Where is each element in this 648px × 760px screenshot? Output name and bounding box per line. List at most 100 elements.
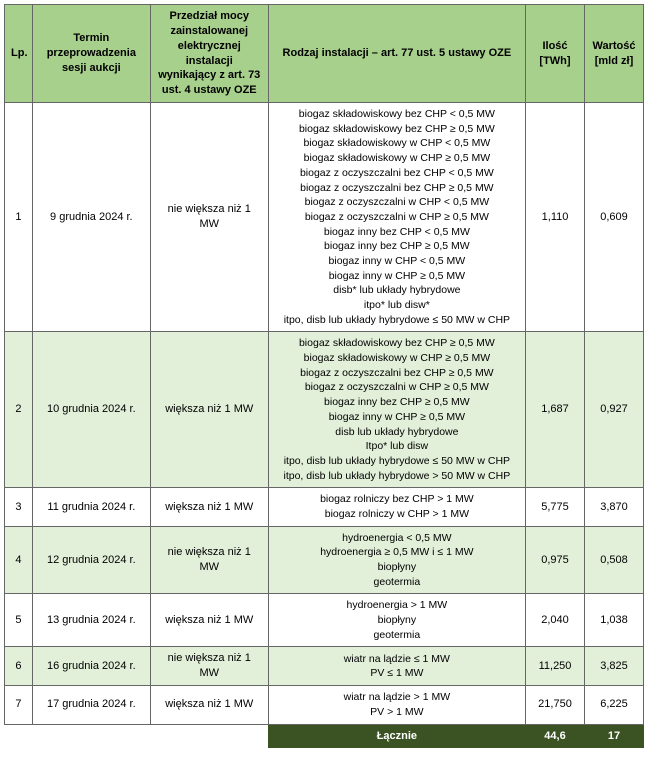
cell-qty: 2,040: [526, 594, 585, 647]
cell-lp: 2: [5, 332, 33, 488]
installation-type-line: geotermia: [275, 575, 519, 590]
installation-type-line: biopłyny: [275, 613, 519, 628]
installation-type-line: hydroenergia < 0,5 MW: [275, 531, 519, 546]
cell-power: większa niż 1 MW: [150, 488, 268, 526]
installation-type-line: biogaz składowiskowy w CHP < 0,5 MW: [275, 136, 519, 151]
cell-qty: 11,250: [526, 647, 585, 686]
cell-type: biogaz składowiskowy bez CHP < 0,5 MWbio…: [268, 103, 525, 332]
cell-power: większa niż 1 MW: [150, 332, 268, 488]
table-row: 311 grudnia 2024 r.większa niż 1 MWbioga…: [5, 488, 644, 526]
cell-date: 10 grudnia 2024 r.: [32, 332, 150, 488]
cell-val: 6,225: [584, 686, 643, 724]
cell-type: hydroenergia < 0,5 MWhydroenergia ≥ 0,5 …: [268, 526, 525, 594]
cell-lp: 4: [5, 526, 33, 594]
installation-type-line: biogaz rolniczy w CHP > 1 MW: [275, 507, 519, 522]
cell-date: 12 grudnia 2024 r.: [32, 526, 150, 594]
footer-label: Łącznie: [268, 724, 525, 748]
footer-val: 17: [584, 724, 643, 748]
cell-qty: 1,687: [526, 332, 585, 488]
installation-type-line: disb* lub układy hybrydowe: [275, 283, 519, 298]
table-row: 412 grudnia 2024 r.nie większa niż 1 MWh…: [5, 526, 644, 594]
installation-type-line: itpo, disb lub układy hybrydowe ≤ 50 MW …: [275, 313, 519, 328]
installation-type-line: itpo, disb lub układy hybrydowe > 50 MW …: [275, 469, 519, 484]
cell-val: 3,870: [584, 488, 643, 526]
installation-type-line: biogaz z oczyszczalni bez CHP ≥ 0,5 MW: [275, 181, 519, 196]
cell-type: biogaz składowiskowy bez CHP ≥ 0,5 MWbio…: [268, 332, 525, 488]
cell-val: 0,609: [584, 103, 643, 332]
cell-date: 11 grudnia 2024 r.: [32, 488, 150, 526]
installation-type-line: biogaz składowiskowy bez CHP ≥ 0,5 MW: [275, 122, 519, 137]
cell-val: 1,038: [584, 594, 643, 647]
cell-power: większa niż 1 MW: [150, 594, 268, 647]
cell-qty: 1,110: [526, 103, 585, 332]
cell-lp: 5: [5, 594, 33, 647]
installation-type-line: PV ≤ 1 MW: [275, 666, 519, 681]
installation-type-line: biogaz z oczyszczalni bez CHP < 0,5 MW: [275, 166, 519, 181]
installation-type-line: itpo, disb lub układy hybrydowe ≤ 50 MW …: [275, 454, 519, 469]
installation-type-line: biogaz rolniczy bez CHP > 1 MW: [275, 492, 519, 507]
cell-power: nie większa niż 1 MW: [150, 103, 268, 332]
cell-power: nie większa niż 1 MW: [150, 647, 268, 686]
cell-power: nie większa niż 1 MW: [150, 526, 268, 594]
table-body: 19 grudnia 2024 r.nie większa niż 1 MWbi…: [5, 103, 644, 724]
installation-type-line: biopłyny: [275, 560, 519, 575]
installation-type-line: biogaz składowiskowy w CHP ≥ 0,5 MW: [275, 151, 519, 166]
installation-type-line: biogaz inny bez CHP < 0,5 MW: [275, 225, 519, 240]
installation-type-line: biogaz inny bez CHP ≥ 0,5 MW: [275, 395, 519, 410]
installation-type-line: Itpo* lub disw: [275, 439, 519, 454]
installation-type-line: biogaz z oczyszczalni bez CHP ≥ 0,5 MW: [275, 366, 519, 381]
table-row: 19 grudnia 2024 r.nie większa niż 1 MWbi…: [5, 103, 644, 332]
installation-type-line: PV > 1 MW: [275, 705, 519, 720]
installation-type-line: biogaz składowiskowy w CHP ≥ 0,5 MW: [275, 351, 519, 366]
col-header-power: Przedział mocy zainstalowanej elektryczn…: [150, 5, 268, 103]
cell-val: 3,825: [584, 647, 643, 686]
installation-type-line: wiatr na lądzie > 1 MW: [275, 690, 519, 705]
installation-type-line: hydroenergia ≥ 0,5 MW i ≤ 1 MW: [275, 545, 519, 560]
table-row: 616 grudnia 2024 r.nie większa niż 1 MWw…: [5, 647, 644, 686]
installation-type-line: geotermia: [275, 628, 519, 643]
cell-lp: 3: [5, 488, 33, 526]
footer-empty: [5, 724, 269, 748]
cell-date: 9 grudnia 2024 r.: [32, 103, 150, 332]
installation-type-line: disb lub układy hybrydowe: [275, 425, 519, 440]
table-row: 210 grudnia 2024 r.większa niż 1 MWbioga…: [5, 332, 644, 488]
cell-power: większa niż 1 MW: [150, 686, 268, 724]
cell-date: 13 grudnia 2024 r.: [32, 594, 150, 647]
table-footer-row: Łącznie 44,6 17: [5, 724, 644, 748]
cell-qty: 5,775: [526, 488, 585, 526]
cell-val: 0,927: [584, 332, 643, 488]
cell-type: wiatr na lądzie > 1 MWPV > 1 MW: [268, 686, 525, 724]
installation-type-line: wiatr na lądzie ≤ 1 MW: [275, 652, 519, 667]
installation-type-line: itpo* lub disw*: [275, 298, 519, 313]
cell-date: 16 grudnia 2024 r.: [32, 647, 150, 686]
installation-type-line: biogaz z oczyszczalni w CHP < 0,5 MW: [275, 195, 519, 210]
cell-date: 17 grudnia 2024 r.: [32, 686, 150, 724]
cell-type: biogaz rolniczy bez CHP > 1 MWbiogaz rol…: [268, 488, 525, 526]
table-row: 717 grudnia 2024 r.większa niż 1 MWwiatr…: [5, 686, 644, 724]
col-header-val: Wartość [mld zł]: [584, 5, 643, 103]
col-header-lp: Lp.: [5, 5, 33, 103]
col-header-type: Rodzaj instalacji – art. 77 ust. 5 ustaw…: [268, 5, 525, 103]
auction-schedule-table: Lp. Termin przeprowadzenia sesji aukcji …: [4, 4, 644, 748]
installation-type-line: biogaz inny w CHP ≥ 0,5 MW: [275, 410, 519, 425]
cell-type: hydroenergia > 1 MWbiopłynygeotermia: [268, 594, 525, 647]
cell-lp: 1: [5, 103, 33, 332]
installation-type-line: biogaz inny w CHP < 0,5 MW: [275, 254, 519, 269]
installation-type-line: biogaz składowiskowy bez CHP ≥ 0,5 MW: [275, 336, 519, 351]
cell-type: wiatr na lądzie ≤ 1 MWPV ≤ 1 MW: [268, 647, 525, 686]
cell-lp: 7: [5, 686, 33, 724]
footer-qty: 44,6: [526, 724, 585, 748]
installation-type-line: biogaz z oczyszczalni w CHP ≥ 0,5 MW: [275, 380, 519, 395]
table-row: 513 grudnia 2024 r.większa niż 1 MWhydro…: [5, 594, 644, 647]
cell-qty: 21,750: [526, 686, 585, 724]
col-header-qty: Ilość [TWh]: [526, 5, 585, 103]
installation-type-line: biogaz z oczyszczalni w CHP ≥ 0,5 MW: [275, 210, 519, 225]
installation-type-line: biogaz składowiskowy bez CHP < 0,5 MW: [275, 107, 519, 122]
table-header-row: Lp. Termin przeprowadzenia sesji aukcji …: [5, 5, 644, 103]
cell-val: 0,508: [584, 526, 643, 594]
installation-type-line: biogaz inny bez CHP ≥ 0,5 MW: [275, 239, 519, 254]
installation-type-line: hydroenergia > 1 MW: [275, 598, 519, 613]
col-header-date: Termin przeprowadzenia sesji aukcji: [32, 5, 150, 103]
cell-lp: 6: [5, 647, 33, 686]
installation-type-line: biogaz inny w CHP ≥ 0,5 MW: [275, 269, 519, 284]
